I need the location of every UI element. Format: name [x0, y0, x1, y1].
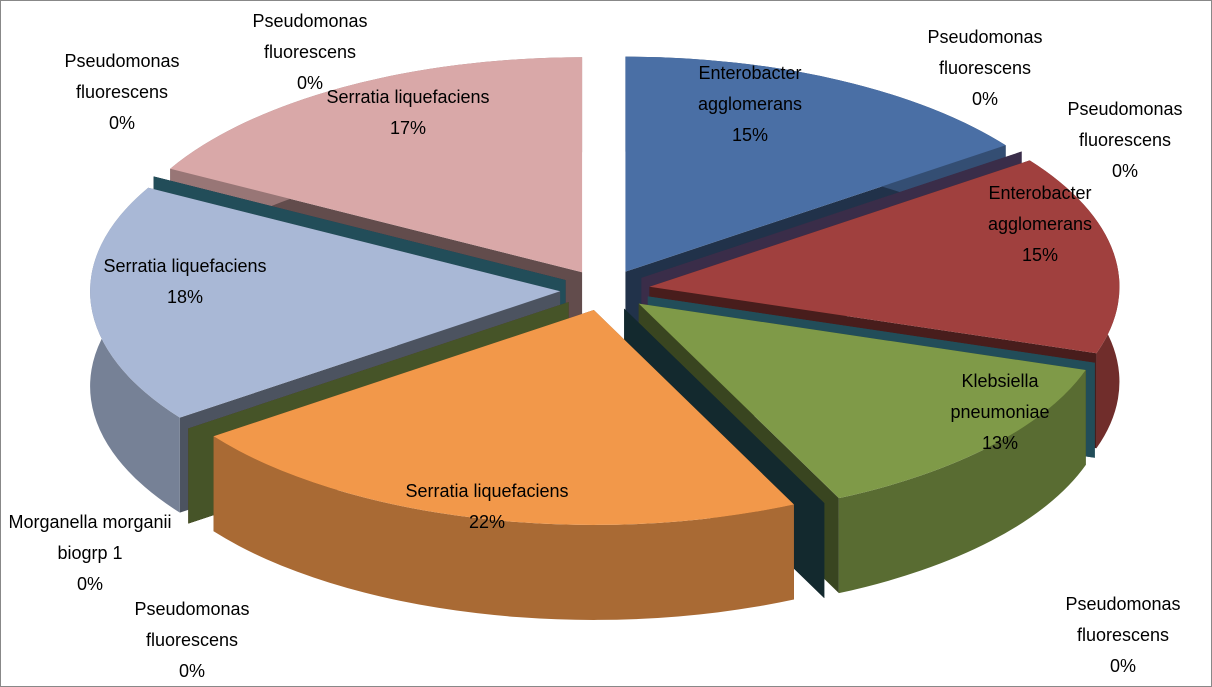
- data-label-value: 0%: [971, 89, 998, 109]
- data-label-name: Pseudomonas fluorescens: [252, 11, 368, 62]
- data-label-name: Klebsiella pneumoniae: [950, 371, 1050, 422]
- data-label: Pseudomonas fluorescens 0%: [1053, 589, 1193, 682]
- data-label: Pseudomonas fluorescens 0%: [1055, 94, 1195, 187]
- data-label: Pseudomonas fluorescens 0%: [122, 594, 262, 687]
- data-label-name: Pseudomonas fluorescens: [134, 599, 250, 650]
- data-label-value: 15%: [731, 125, 769, 145]
- slice: [170, 57, 583, 273]
- data-label: Enterobacter agglomerans 15%: [685, 58, 815, 151]
- data-label: Pseudomonas fluorescens 0%: [915, 22, 1055, 115]
- data-label: Morganella morganii biogrp 1 0%: [3, 507, 178, 600]
- slice: [625, 56, 1006, 272]
- data-label-value: 0%: [1111, 161, 1138, 181]
- slice: [90, 187, 561, 418]
- slice: [649, 160, 1120, 354]
- data-label-value: 13%: [981, 433, 1019, 453]
- data-label: Pseudomonas fluorescens 0%: [240, 6, 380, 99]
- data-label-value: 22%: [468, 512, 506, 532]
- data-label-name: Pseudomonas fluorescens: [64, 51, 180, 102]
- data-label-name: Serratia liquefaciens: [405, 481, 569, 501]
- data-label-value: 18%: [166, 287, 204, 307]
- data-label: Serratia liquefaciens 18%: [75, 251, 295, 313]
- data-label-value: 0%: [296, 73, 323, 93]
- data-label-name: Pseudomonas fluorescens: [1065, 594, 1181, 645]
- data-label-value: 0%: [1109, 656, 1136, 676]
- data-label: Enterobacter agglomerans 15%: [975, 178, 1105, 271]
- slice-wall: [838, 370, 1086, 594]
- data-label-value: 0%: [178, 661, 205, 681]
- data-label-value: 17%: [389, 118, 427, 138]
- data-label: Pseudomonas fluorescens 0%: [52, 46, 192, 139]
- data-label-value: 15%: [1021, 245, 1059, 265]
- data-label: Klebsiella pneumoniae 13%: [935, 366, 1065, 459]
- data-label-name: Enterobacter agglomerans: [987, 183, 1093, 234]
- data-label-name: Pseudomonas fluorescens: [927, 27, 1043, 78]
- data-label-name: Enterobacter agglomerans: [697, 63, 803, 114]
- slice: [213, 309, 794, 525]
- data-label: Serratia liquefaciens 17%: [298, 82, 518, 144]
- data-label-name: Serratia liquefaciens: [326, 87, 490, 107]
- data-label-value: 0%: [108, 113, 135, 133]
- data-label: Serratia liquefaciens 22%: [377, 476, 597, 538]
- slice-wall: [213, 436, 794, 620]
- slice: [638, 303, 1086, 499]
- data-label-name: Morganella morganii biogrp 1: [8, 512, 172, 563]
- data-label-name: Serratia liquefaciens: [103, 256, 267, 276]
- data-label-value: 0%: [76, 574, 103, 594]
- data-label-name: Pseudomonas fluorescens: [1067, 99, 1183, 150]
